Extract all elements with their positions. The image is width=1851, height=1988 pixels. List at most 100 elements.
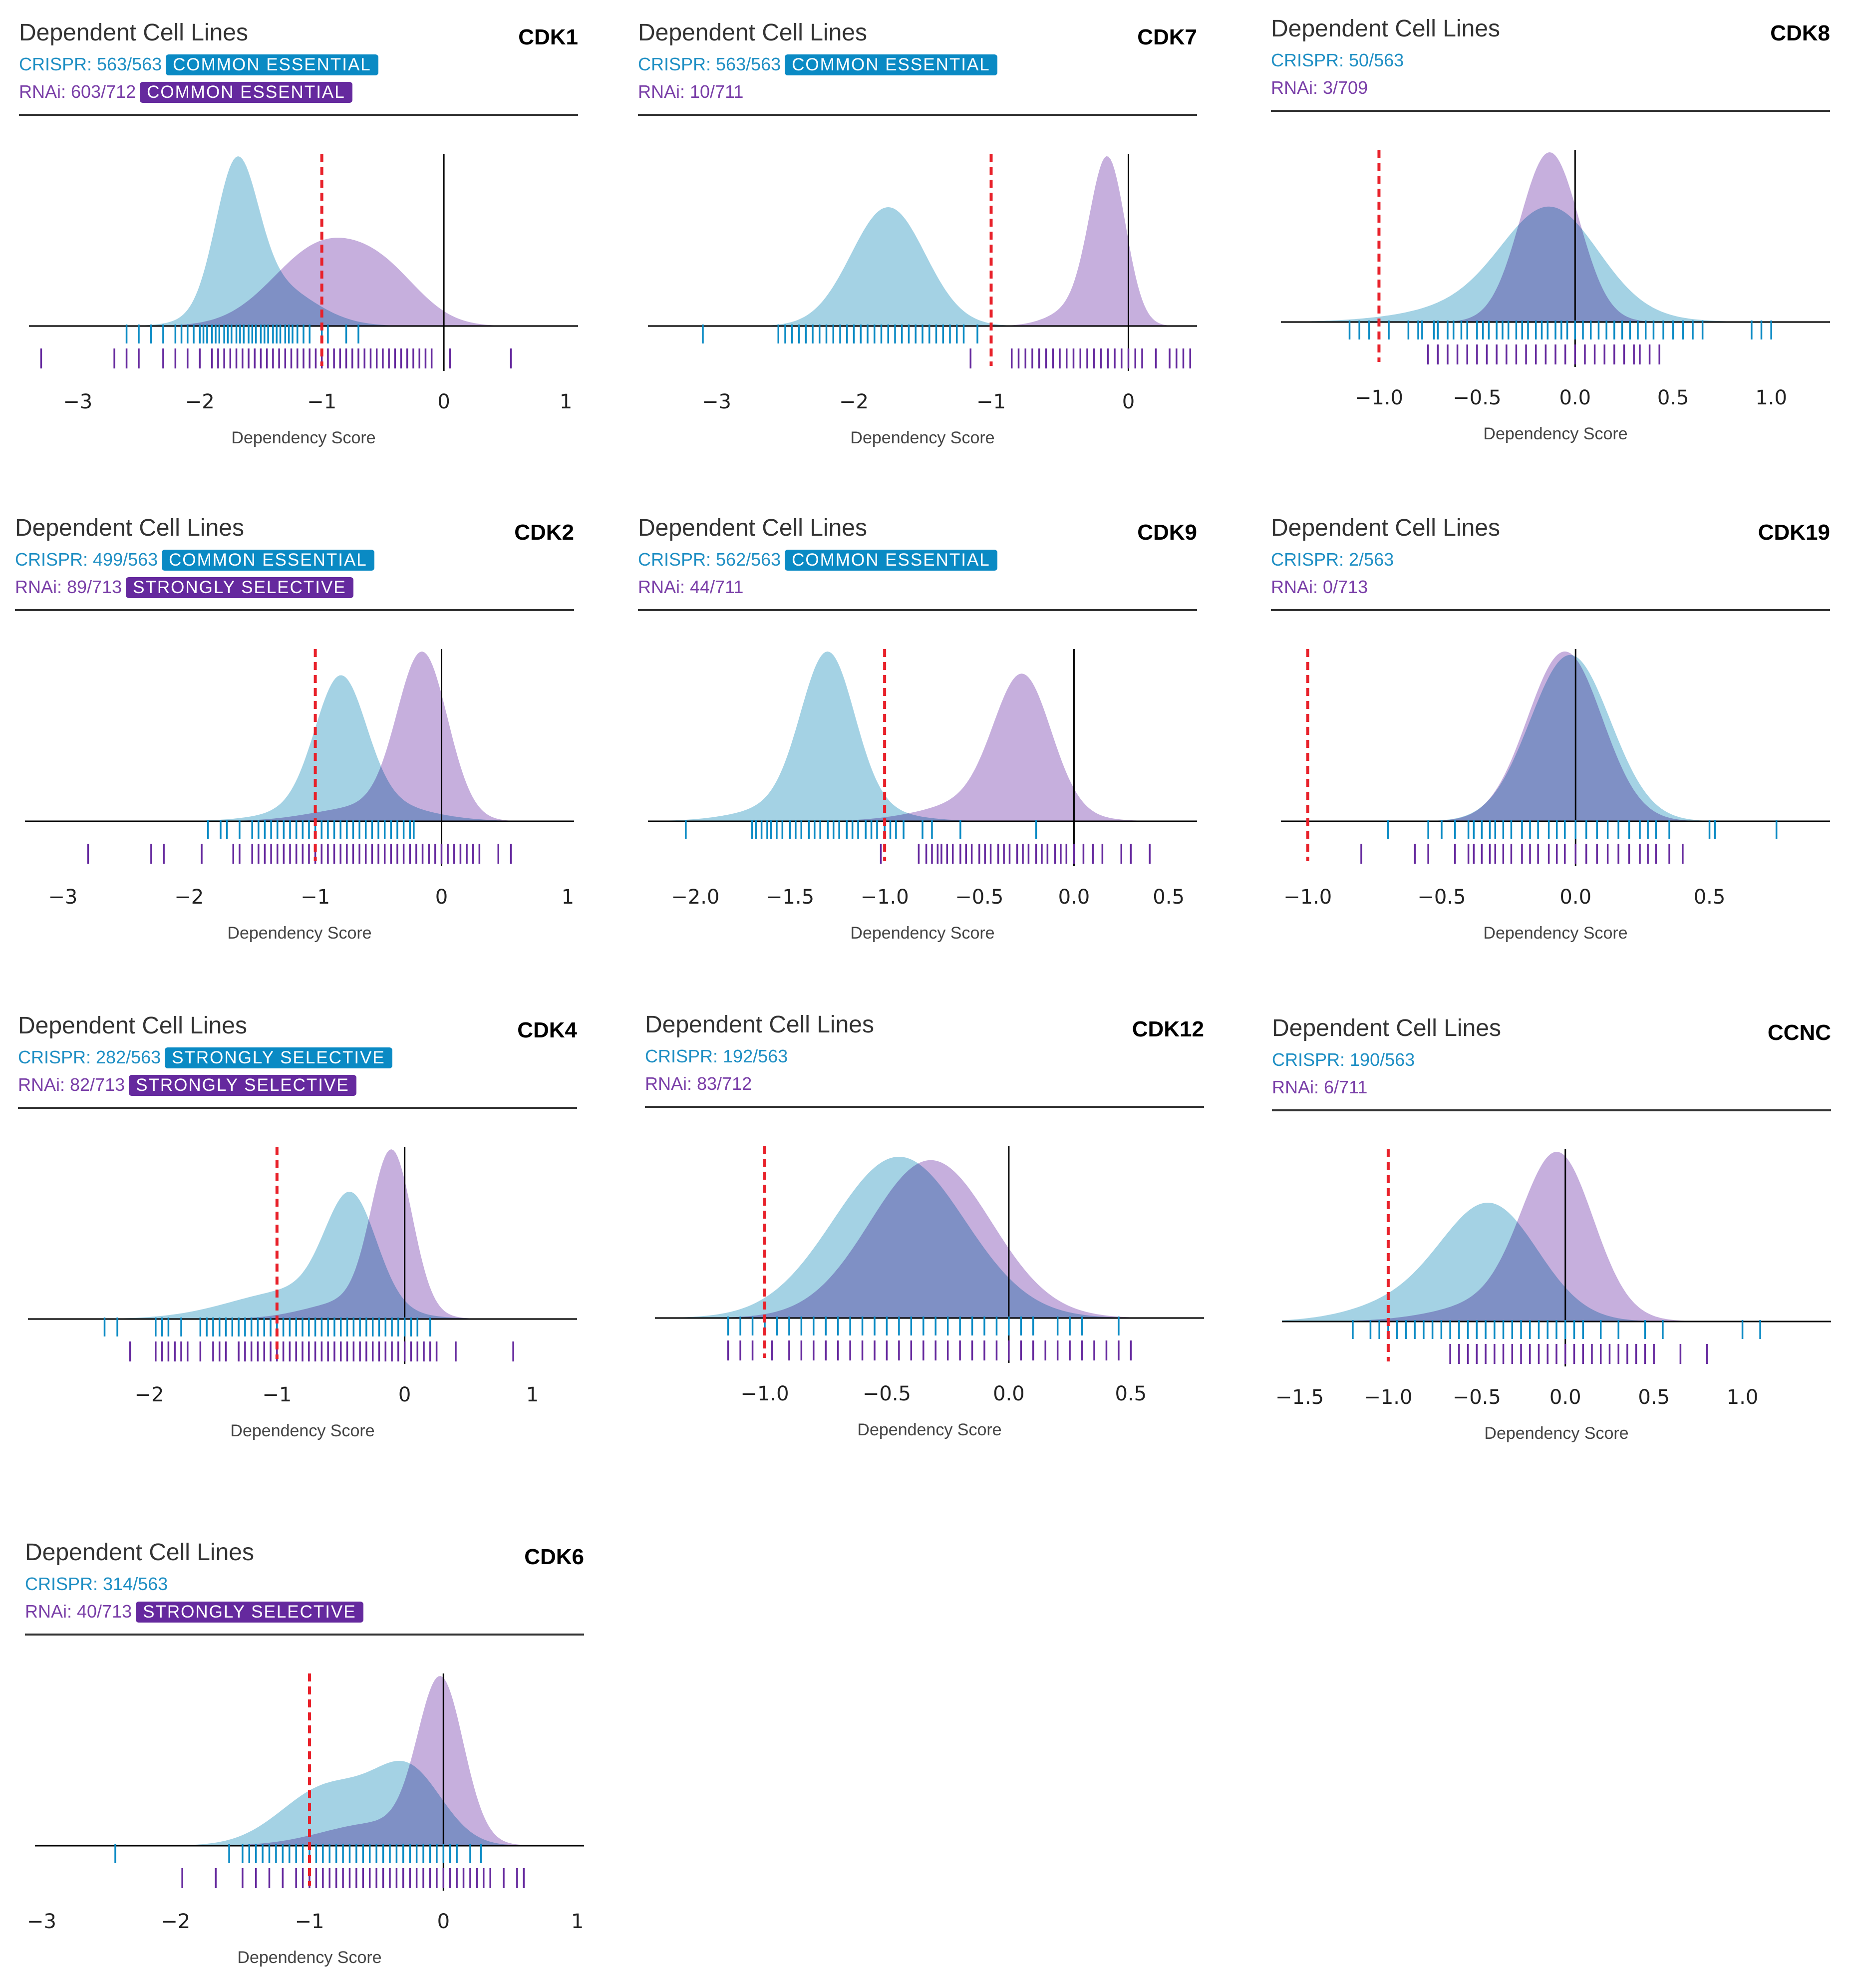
x-tick-label: −0.5: [1453, 386, 1501, 409]
crispr-count: CRISPR: 2/563: [1271, 549, 1394, 570]
header-divider: [19, 114, 578, 116]
rnai-summary: RNAi: 89/713 STRONGLY SELECTIVE: [15, 577, 353, 598]
crispr-density-curve: [648, 652, 1197, 821]
crispr-badge: STRONGLY SELECTIVE: [165, 1047, 392, 1068]
x-tick-label: −2: [185, 390, 215, 413]
panel-title: Dependent Cell Lines: [25, 1539, 254, 1566]
x-tick-label: 1: [526, 1383, 539, 1406]
x-tick-label: −0.5: [1453, 1386, 1501, 1409]
header-divider: [1271, 609, 1830, 611]
x-tick-label: −1.0: [1364, 1386, 1412, 1409]
crispr-count: CRISPR: 282/563: [18, 1047, 161, 1067]
panel-title: Dependent Cell Lines: [19, 19, 248, 46]
x-tick-label: 1.0: [1727, 1386, 1759, 1409]
x-tick-label: −0.5: [955, 886, 1003, 909]
header-divider: [645, 1106, 1204, 1108]
density-plot: −3 −2 −1 0 1 Dependency Score: [27, 1673, 584, 1967]
header-divider: [25, 1634, 584, 1636]
crispr-count: CRISPR: 563/563: [19, 54, 162, 74]
x-tick-label: −2: [135, 1383, 164, 1406]
rnai-count: RNAi: 10/711: [638, 81, 744, 102]
x-tick-label: −1: [301, 886, 330, 909]
rnai-count: RNAi: 6/711: [1272, 1077, 1368, 1097]
crispr-density-curve: [648, 207, 1197, 326]
crispr-count: CRISPR: 190/563: [1272, 1049, 1415, 1070]
chart-panel-cdk4: Dependent Cell Lines CDK4 CRISPR: 282/56…: [18, 1012, 592, 1461]
density-plot: −1.5 −1.0 −0.5 0.0 0.5 1.0 Dependency Score: [1275, 1149, 1831, 1443]
rnai-count: RNAi: 0/713: [1271, 577, 1368, 597]
x-tick-label: −1: [307, 390, 336, 413]
density-plot: −3 −2 −1 0 1 Dependency Score: [25, 649, 574, 943]
x-tick-label: 0.5: [1657, 386, 1689, 409]
panel-title: Dependent Cell Lines: [645, 1011, 874, 1038]
rnai-density-curve: [29, 238, 578, 326]
x-tick-label: 0: [435, 886, 448, 909]
rnai-summary: RNAi: 10/711: [638, 81, 743, 102]
x-tick-label: 0.0: [1549, 1386, 1581, 1409]
crispr-badge: COMMON ESSENTIAL: [785, 550, 997, 571]
rnai-count: RNAi: 83/712: [645, 1073, 752, 1094]
x-tick-label: −1: [295, 1910, 324, 1933]
rnai-summary: RNAi: 0/713: [1271, 577, 1368, 598]
x-tick-label: 0.5: [1638, 1386, 1670, 1409]
x-axis-title: Dependency Score: [1483, 924, 1627, 943]
rnai-density-curve: [648, 156, 1197, 326]
crispr-count: CRISPR: 562/563: [638, 549, 781, 570]
x-tick-label: 0.0: [1058, 886, 1090, 909]
x-tick-label: 1: [560, 390, 572, 413]
gene-label: CDK7: [1137, 25, 1197, 49]
rnai-density-curve: [35, 1676, 584, 1846]
chart-panel-cdk19: Dependent Cell Lines CDK19 CRISPR: 2/563…: [1271, 514, 1845, 964]
x-tick-label: −3: [27, 1910, 56, 1933]
chart-panel-cdk9: Dependent Cell Lines CDK9 CRISPR: 562/56…: [638, 514, 1212, 964]
rnai-summary: RNAi: 603/712 COMMON ESSENTIAL: [19, 81, 352, 103]
x-tick-label: −2: [174, 886, 204, 909]
chart-panel-cdk6: Dependent Cell Lines CDK6 CRISPR: 314/56…: [25, 1539, 599, 1988]
rnai-badge: STRONGLY SELECTIVE: [129, 1075, 356, 1096]
gene-label: CDK12: [1132, 1017, 1204, 1041]
x-tick-label: 0: [437, 390, 450, 413]
x-tick-label: −1.0: [740, 1382, 789, 1405]
x-tick-label: 0.5: [1694, 886, 1726, 909]
x-axis-title: Dependency Score: [1483, 424, 1627, 443]
gene-label: CDK1: [518, 25, 578, 49]
x-tick-label: −1.0: [1283, 886, 1332, 909]
chart-panel-cdk12: Dependent Cell Lines CDK12 CRISPR: 192/5…: [645, 1011, 1219, 1460]
gene-label: CDK9: [1137, 520, 1197, 545]
x-axis-title: Dependency Score: [850, 428, 994, 447]
x-tick-label: −3: [63, 390, 92, 413]
x-tick-label: −2: [161, 1910, 190, 1933]
x-tick-label: −0.5: [863, 1382, 911, 1405]
x-tick-label: −3: [702, 390, 731, 413]
chart-panel-ccnc: Dependent Cell Lines CCNC CRISPR: 190/56…: [1272, 1014, 1846, 1464]
gene-label: CDK6: [524, 1545, 584, 1569]
x-tick-label: −1.0: [1355, 386, 1403, 409]
gene-label: CDK8: [1770, 21, 1830, 45]
crispr-summary: CRISPR: 563/563 COMMON ESSENTIAL: [638, 54, 997, 75]
rnai-summary: RNAi: 3/709: [1271, 77, 1368, 98]
crispr-density-curve: [28, 1192, 577, 1319]
rnai-count: RNAi: 44/711: [638, 577, 744, 597]
crispr-summary: CRISPR: 282/563 STRONGLY SELECTIVE: [18, 1047, 392, 1068]
crispr-summary: CRISPR: 562/563 COMMON ESSENTIAL: [638, 549, 997, 571]
rnai-summary: RNAi: 44/711: [638, 577, 743, 598]
x-tick-label: −2.0: [671, 886, 719, 909]
x-tick-label: 0: [1122, 390, 1135, 413]
crispr-count: CRISPR: 50/563: [1271, 50, 1404, 70]
density-plot: −3 −2 −1 0 Dependency Score: [648, 154, 1197, 447]
gene-label: CCNC: [1767, 1020, 1831, 1045]
density-plot: −1.0 −0.5 0.0 0.5 Dependency Score: [1281, 649, 1830, 943]
crispr-summary: CRISPR: 499/563 COMMON ESSENTIAL: [15, 549, 374, 571]
density-plot: −1.0 −0.5 0.0 0.5 Dependency Score: [655, 1146, 1204, 1439]
crispr-count: CRISPR: 314/563: [25, 1574, 168, 1594]
crispr-density-curve: [1282, 1203, 1831, 1322]
rnai-count: RNAi: 3/709: [1271, 77, 1368, 98]
rnai-badge: COMMON ESSENTIAL: [140, 82, 352, 103]
x-axis-title: Dependency Score: [857, 1420, 1001, 1439]
x-tick-label: −1: [976, 390, 1006, 413]
panel-title: Dependent Cell Lines: [638, 19, 867, 46]
gene-label: CDK2: [514, 520, 574, 545]
rnai-density-curve: [648, 673, 1197, 821]
x-tick-label: 1: [562, 886, 574, 909]
header-divider: [15, 609, 574, 611]
